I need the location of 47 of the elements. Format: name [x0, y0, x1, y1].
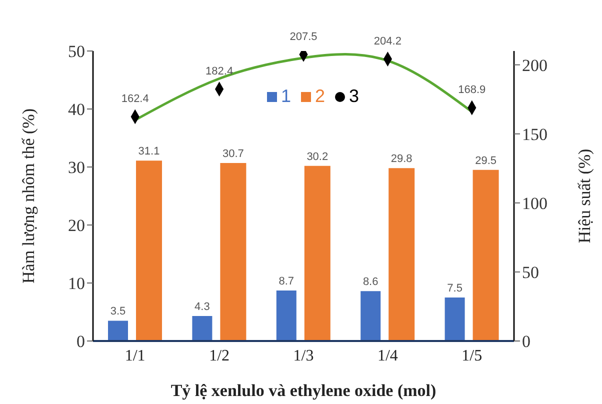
data-label: 31.1 — [138, 146, 160, 158]
x-tick-label: 1/1 — [124, 347, 146, 364]
data-label: 162.4 — [121, 93, 149, 106]
y2-tick-label: 150 — [522, 124, 548, 144]
bar — [192, 316, 212, 341]
y-tick-label: 30 — [68, 158, 85, 178]
data-label: 30.2 — [306, 150, 328, 163]
data-label: 3.5 — [110, 306, 126, 318]
y-tick-label: 20 — [68, 216, 85, 236]
y2-tick-label: 0 — [522, 332, 530, 352]
x-tick-label: 1/4 — [377, 347, 398, 364]
y-axis-title: Hàm lượng nhôm thế (%) — [19, 108, 38, 284]
bar — [304, 166, 330, 341]
y-tick-label: 40 — [68, 100, 85, 120]
bar — [108, 320, 128, 341]
x-tick-label: 1/5 — [462, 347, 482, 364]
data-label: 7.5 — [447, 282, 462, 294]
data-label: 30.7 — [222, 148, 244, 160]
data-label: 4.3 — [194, 301, 210, 314]
legend-label: 1 — [280, 86, 291, 106]
y-tick-label: 0 — [76, 332, 85, 352]
x-tick-label: 1/2 — [209, 347, 230, 364]
bar — [276, 290, 296, 341]
data-label: 29.5 — [475, 154, 497, 167]
bar — [220, 162, 246, 341]
data-label: 29.8 — [390, 153, 412, 166]
data-label: 207.5 — [290, 30, 318, 43]
data-label: 168.9 — [458, 84, 486, 96]
y2-tick-label: 200 — [522, 56, 548, 75]
bar — [388, 168, 415, 341]
y2-tick-label: 50 — [522, 262, 539, 282]
y2-tick-label: 100 — [522, 194, 548, 213]
y-tick-label: 10 — [68, 274, 85, 294]
data-label: 204.2 — [374, 35, 402, 48]
x-axis-title: Tỷ lệ xenlulo và ethylene oxide (mol) — [170, 381, 436, 400]
y2-axis-title: Hiệu suất (%) — [575, 148, 594, 244]
x-tick-label: 1/3 — [293, 347, 314, 364]
legend-label: 3 — [349, 86, 360, 106]
bar — [472, 170, 499, 341]
data-label: 8.6 — [362, 276, 378, 288]
legend-label: 2 — [314, 86, 325, 106]
bar — [444, 298, 465, 341]
data-label: 182.4 — [206, 66, 234, 78]
y-tick-label: 50 — [68, 42, 85, 62]
bar — [360, 291, 381, 341]
data-label: 8.7 — [278, 276, 294, 288]
bar — [136, 160, 162, 341]
